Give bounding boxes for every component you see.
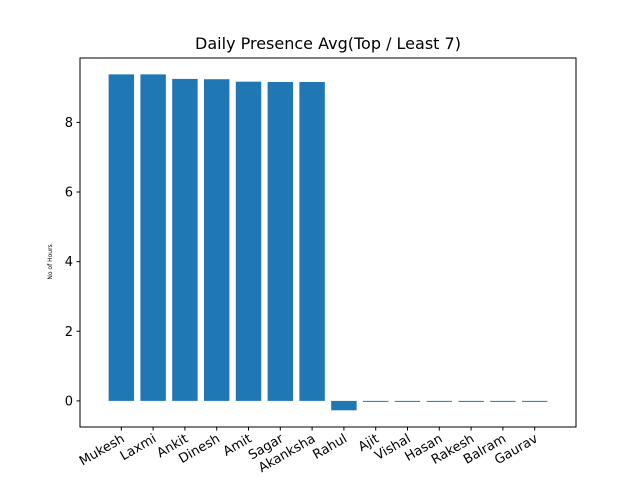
y-tick-label: 2 — [65, 325, 73, 340]
bar-rakesh — [458, 400, 484, 402]
x-tick-label: Laxmi — [118, 431, 159, 464]
y-axis-label: No of Hours — [47, 244, 54, 279]
bar-mukesh — [108, 74, 135, 401]
bar-rahul — [331, 400, 357, 411]
bar-vishal — [394, 400, 421, 402]
bars-group — [108, 74, 548, 411]
bar-sagar — [267, 82, 294, 401]
bar-ajit — [362, 400, 389, 402]
bar-hasan — [426, 400, 452, 402]
y-tick-label: 8 — [65, 116, 73, 131]
y-axis: 0 2 4 6 8 — [65, 116, 80, 409]
bar-ankit — [172, 78, 198, 401]
bar-akanksha — [299, 82, 325, 401]
x-tick-label: Rahul — [311, 431, 350, 462]
y-tick-label: 0 — [65, 394, 73, 409]
y-tick-label: 4 — [65, 255, 73, 270]
bar-balram — [490, 400, 516, 402]
bar-gaurav — [521, 400, 548, 402]
bar-laxmi — [140, 74, 166, 401]
bar-amit — [235, 81, 262, 401]
chart-title: Daily Presence Avg(Top / Least 7) — [195, 34, 461, 53]
plot-frame — [79, 57, 577, 428]
x-axis: MukeshLaxmiAnkitDineshAmitSagarAkankshaR… — [77, 427, 541, 476]
bar-dinesh — [204, 79, 230, 401]
y-tick-label: 6 — [65, 186, 73, 201]
